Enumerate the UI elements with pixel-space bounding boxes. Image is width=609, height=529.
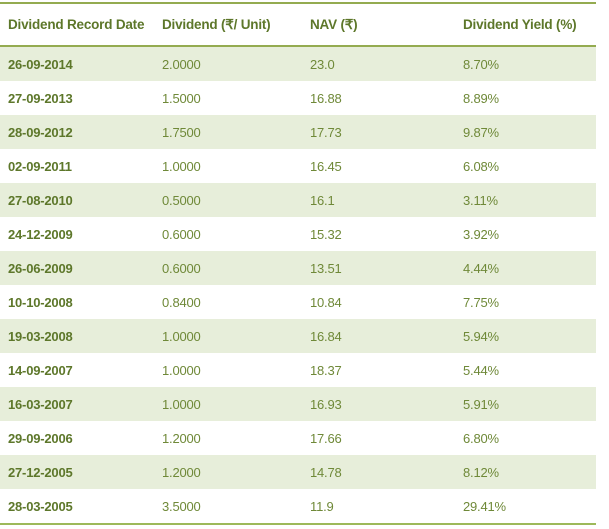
dividend-cell: 1.0000 (162, 328, 201, 344)
table-row: 27-08-2010 0.5000 16.1 3.11% (0, 183, 596, 217)
dividend-cell: 0.8400 (162, 294, 201, 310)
record-date-cell: 19-03-2008 (8, 328, 73, 344)
yield-cell: 7.75% (463, 294, 499, 310)
nav-cell: 23.0 (310, 56, 335, 72)
nav-cell: 16.84 (310, 328, 342, 344)
dividend-cell: 1.7500 (162, 124, 201, 140)
dividend-cell: 1.0000 (162, 362, 201, 378)
column-header-record-date: Dividend Record Date (8, 17, 145, 32)
table-bottom-border (0, 523, 596, 525)
yield-cell: 8.89% (463, 90, 499, 106)
dividend-cell: 1.2000 (162, 464, 201, 480)
dividend-cell: 1.2000 (162, 430, 201, 446)
table-row: 26-09-2014 2.0000 23.0 8.70% (0, 47, 596, 81)
yield-cell: 5.91% (463, 396, 499, 412)
table-row: 02-09-2011 1.0000 16.45 6.08% (0, 149, 596, 183)
dividend-cell: 1.0000 (162, 158, 201, 174)
yield-cell: 8.70% (463, 56, 499, 72)
column-header-dividend-yield: Dividend Yield (%) (463, 17, 577, 32)
dividend-cell: 0.6000 (162, 226, 201, 242)
header-separator-line (0, 45, 596, 47)
nav-cell: 16.45 (310, 158, 342, 174)
yield-cell: 5.44% (463, 362, 499, 378)
record-date-cell: 27-12-2005 (8, 464, 73, 480)
yield-cell: 8.12% (463, 464, 499, 480)
record-date-cell: 29-09-2006 (8, 430, 73, 446)
table-row: 26-06-2009 0.6000 13.51 4.44% (0, 251, 596, 285)
table-header-row: Dividend Record Date Dividend (₹/ Unit) … (0, 4, 596, 45)
nav-cell: 11.9 (310, 498, 334, 514)
record-date-cell: 14-09-2007 (8, 362, 73, 378)
table-row: 24-12-2009 0.6000 15.32 3.92% (0, 217, 596, 251)
record-date-cell: 16-03-2007 (8, 396, 73, 412)
yield-cell: 29.41% (463, 498, 506, 514)
record-date-cell: 24-12-2009 (8, 226, 73, 242)
dividend-cell: 1.0000 (162, 396, 201, 412)
nav-cell: 18.37 (310, 362, 342, 378)
record-date-cell: 27-09-2013 (8, 90, 73, 106)
record-date-cell: 28-09-2012 (8, 124, 73, 140)
yield-cell: 9.87% (463, 124, 499, 140)
dividend-cell: 0.5000 (162, 192, 201, 208)
table-row: 28-09-2012 1.7500 17.73 9.87% (0, 115, 596, 149)
yield-cell: 3.11% (463, 192, 498, 208)
record-date-cell: 02-09-2011 (8, 158, 72, 174)
dividend-history-table: Dividend Record Date Dividend (₹/ Unit) … (0, 2, 596, 525)
nav-cell: 16.88 (310, 90, 342, 106)
record-date-cell: 26-06-2009 (8, 260, 73, 276)
dividend-cell: 3.5000 (162, 498, 201, 514)
table-row: 27-09-2013 1.5000 16.88 8.89% (0, 81, 596, 115)
table-top-border (0, 2, 596, 4)
table-row: 27-12-2005 1.2000 14.78 8.12% (0, 455, 596, 489)
table-row: 28-03-2005 3.5000 11.9 29.41% (0, 489, 596, 523)
column-header-dividend-per-unit: Dividend (₹/ Unit) (162, 16, 271, 32)
column-header-nav: NAV (₹) (310, 16, 358, 32)
nav-cell: 16.93 (310, 396, 342, 412)
nav-cell: 13.51 (310, 260, 342, 276)
table-row: 29-09-2006 1.2000 17.66 6.80% (0, 421, 596, 455)
yield-cell: 6.80% (463, 430, 499, 446)
record-date-cell: 27-08-2010 (8, 192, 73, 208)
table-row: 19-03-2008 1.0000 16.84 5.94% (0, 319, 596, 353)
dividend-cell: 0.6000 (162, 260, 201, 276)
nav-cell: 17.66 (310, 430, 342, 446)
table-row: 14-09-2007 1.0000 18.37 5.44% (0, 353, 596, 387)
table-row: 16-03-2007 1.0000 16.93 5.91% (0, 387, 596, 421)
table-body: 26-09-2014 2.0000 23.0 8.70% 27-09-2013 1.500… (0, 47, 596, 523)
nav-cell: 10.84 (310, 294, 342, 310)
record-date-cell: 26-09-2014 (8, 56, 73, 72)
nav-cell: 15.32 (310, 226, 342, 242)
table-row: 10-10-2008 0.8400 10.84 7.75% (0, 285, 596, 319)
yield-cell: 4.44% (463, 260, 499, 276)
dividend-cell: 1.5000 (162, 90, 201, 106)
nav-cell: 17.73 (310, 124, 342, 140)
yield-cell: 5.94% (463, 328, 499, 344)
nav-cell: 16.1 (310, 192, 335, 208)
record-date-cell: 10-10-2008 (8, 294, 73, 310)
yield-cell: 6.08% (463, 158, 499, 174)
dividend-cell: 2.0000 (162, 56, 201, 72)
nav-cell: 14.78 (310, 464, 342, 480)
yield-cell: 3.92% (463, 226, 499, 242)
record-date-cell: 28-03-2005 (8, 498, 73, 514)
